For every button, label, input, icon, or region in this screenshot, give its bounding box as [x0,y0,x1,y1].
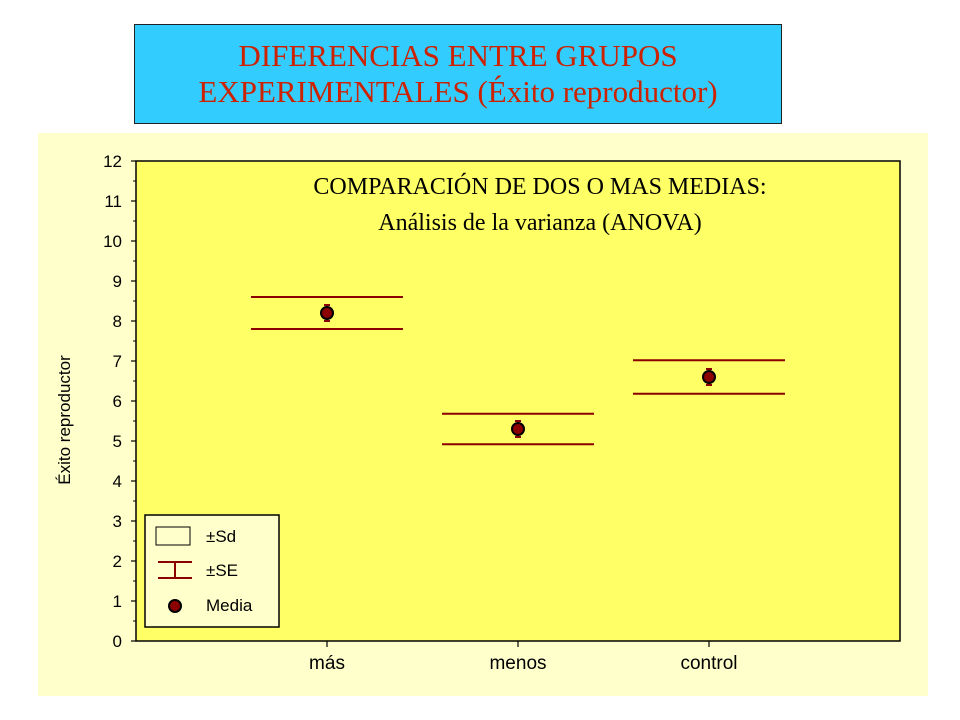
legend: ±Sd ±SE Media [144,514,280,628]
y-tick-label: 8 [113,312,122,331]
error-bars [251,296,785,446]
legend-sd-swatch [155,526,191,546]
y-tick-label: 1 [113,592,122,611]
y-tick-label: 4 [113,472,122,491]
mean-marker [511,422,525,436]
y-tick-label: 6 [113,392,122,411]
x-category-label: control [680,653,737,674]
title-line-2: EXPERIMENTALES (Éxito reproductor) [198,74,718,109]
y-tick-label: 3 [113,512,122,531]
y-tick-label: 9 [113,272,122,291]
mean-group [442,412,594,446]
y-tick-label: 10 [103,232,122,251]
y-tick-label: 12 [103,152,122,171]
mean-marker [320,306,334,320]
y-tick-label: 7 [113,352,122,371]
x-category-label: más [309,653,345,674]
legend-se-label: ±SE [206,561,238,580]
x-categories: más menos control [309,641,738,674]
annotation-line-2: Análisis de la varianza (ANOVA) [378,210,701,236]
y-axis-title: Éxito reproductor [55,355,74,485]
legend-media-marker [168,599,182,613]
y-tick-label: 0 [113,632,122,651]
x-category-label: menos [489,653,546,674]
mean-marker [702,370,716,384]
legend-se-swatch [158,561,192,579]
legend-media-label: Media [206,596,253,615]
legend-sd-label: ±Sd [206,527,236,546]
mean-group [633,359,785,395]
y-tick-label: 5 [113,432,122,451]
title-line-1: DIFERENCIAS ENTRE GRUPOS [238,38,678,73]
y-tick-label: 2 [113,552,122,571]
title-box: DIFERENCIAS ENTRE GRUPOS EXPERIMENTALES … [134,24,782,124]
annotation-line-1: COMPARACIÓN DE DOS O MAS MEDIAS: [313,173,766,200]
y-tick-label: 11 [104,192,122,211]
mean-group [251,296,403,330]
